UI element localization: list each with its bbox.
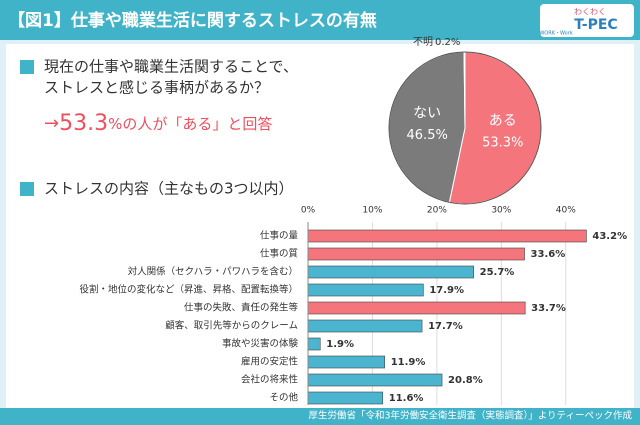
pie-outline xyxy=(388,51,542,205)
title: 【図1】仕事や職業生活に関するストレスの有無 xyxy=(8,10,377,31)
pie-label: 不明 xyxy=(413,36,433,48)
bar xyxy=(307,373,443,387)
pie-value: 0.2% xyxy=(435,37,460,48)
question-line: ストレスと感じる事柄があるか？ xyxy=(44,79,269,97)
category-label: その他 xyxy=(269,392,298,404)
logo-sub: WORK・Work xyxy=(539,31,572,37)
x-tick-label: 0% xyxy=(301,206,316,216)
pie-label: ある xyxy=(489,113,517,129)
value-label: 11.9% xyxy=(391,357,426,368)
bar xyxy=(307,301,526,315)
highlight-prefix: → xyxy=(44,113,59,134)
category-label: 仕事の失敗、責任の発生等 xyxy=(184,302,299,314)
bar xyxy=(307,391,384,405)
category-label: 仕事の質 xyxy=(260,248,298,260)
bar xyxy=(307,319,423,333)
category-label: 会社の将来性 xyxy=(241,374,299,386)
value-label: 33.6% xyxy=(531,249,566,260)
value-label: 17.9% xyxy=(429,285,464,296)
category-label: 事故や災害の体験 xyxy=(222,338,299,350)
footer-band xyxy=(0,408,640,425)
category-label: 役割・地位の変化など（昇進、昇格、配置転換等） xyxy=(79,284,298,296)
logo-top: わくわく xyxy=(574,8,606,17)
value-label: 25.7% xyxy=(480,267,515,278)
logo-box xyxy=(540,4,634,37)
panel xyxy=(6,44,634,408)
logo-main: T-PEC xyxy=(574,17,617,33)
bar xyxy=(307,355,385,369)
bar xyxy=(307,283,424,297)
source: 厚生労働省「令和3年労働安全衛生調査（実態調査）」よりティーペック作成 xyxy=(308,410,632,422)
bar xyxy=(307,337,321,351)
category-label: 顧客、取引先等からのクレーム xyxy=(165,320,298,332)
bar xyxy=(307,265,474,279)
highlight-suffix: %の人が「ある」と回答 xyxy=(108,115,272,133)
x-tick-label: 30% xyxy=(491,206,511,216)
value-label: 33.7% xyxy=(531,303,566,314)
x-tick-label: 10% xyxy=(362,206,382,216)
value-label: 17.7% xyxy=(428,321,463,332)
header-band xyxy=(0,0,640,40)
highlight-value: 53.3 xyxy=(59,111,108,136)
category-label: 対人関係（セクハラ・パワハラを含む） xyxy=(128,266,298,278)
marker xyxy=(20,60,34,74)
category-label: 仕事の量 xyxy=(260,230,299,242)
value-label: 1.9% xyxy=(326,339,354,350)
value-label: 11.6% xyxy=(389,393,424,404)
value-label: 20.8% xyxy=(448,375,483,386)
x-tick-label: 20% xyxy=(427,206,447,216)
bar xyxy=(307,229,587,243)
highlight: →53.3%の人が「ある」と回答 xyxy=(44,111,272,136)
section-title: ストレスの内容（主なもの3つ以内） xyxy=(44,180,294,198)
question-line: 現在の仕事や職業生活関することで、 xyxy=(44,58,298,76)
value-label: 43.2% xyxy=(592,231,627,242)
pie-value: 53.3% xyxy=(482,135,523,150)
bar xyxy=(307,247,525,261)
marker xyxy=(20,182,34,196)
x-tick-label: 40% xyxy=(556,206,576,216)
pie-label: ない xyxy=(413,105,441,121)
category-label: 雇用の安定性 xyxy=(241,356,299,368)
pie-value: 46.5% xyxy=(407,128,448,143)
